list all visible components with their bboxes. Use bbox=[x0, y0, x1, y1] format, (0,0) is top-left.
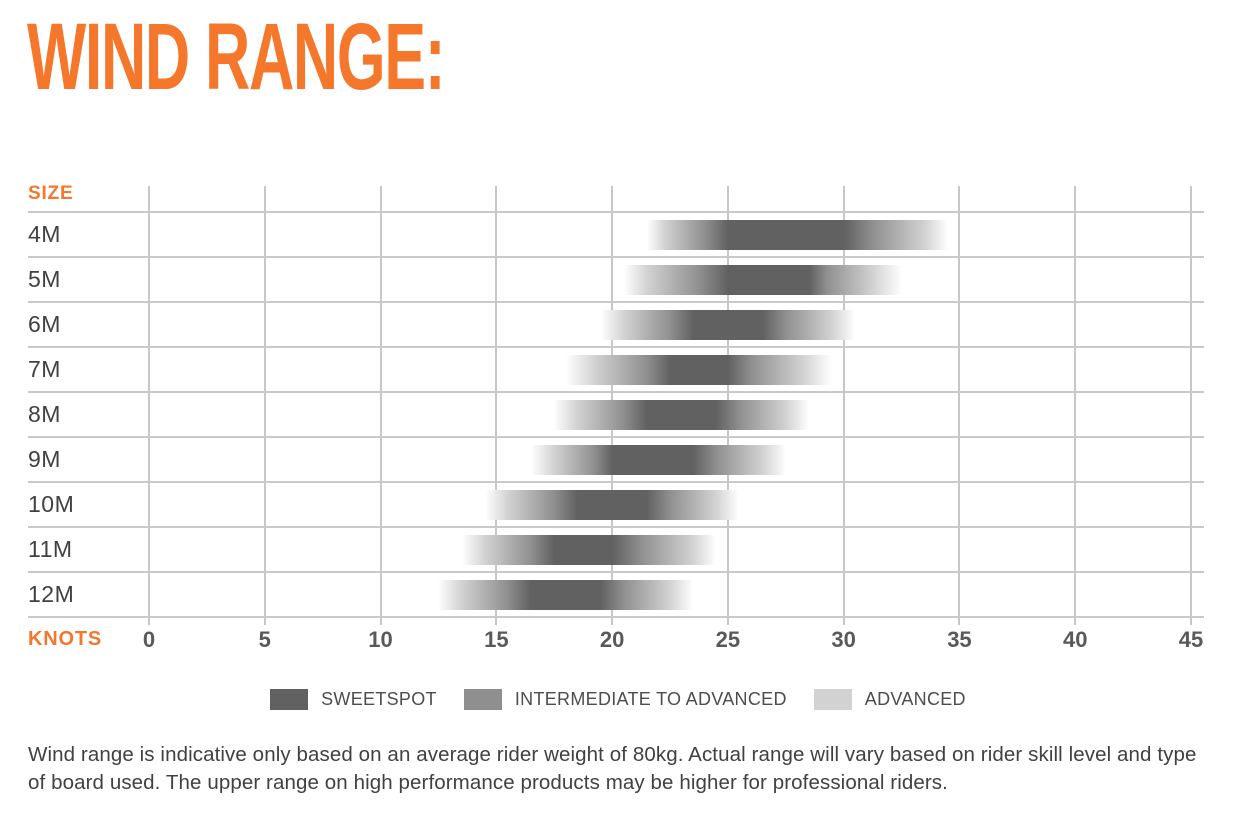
gridline-horizontal bbox=[28, 526, 1204, 528]
disclaimer-text: Wind range is indicative only based on a… bbox=[28, 743, 1197, 794]
x-tick-label-25: 25 bbox=[715, 627, 741, 652]
chart-legend: SWEETSPOT INTERMEDIATE TO ADVANCED ADVANCE… bbox=[0, 689, 1236, 710]
legend-label: INTERMEDIATE TO ADVANCED bbox=[514, 689, 787, 709]
x-tick-label-40: 40 bbox=[1062, 627, 1088, 652]
row-label-10m: 10M bbox=[28, 491, 75, 517]
gridline-horizontal bbox=[28, 391, 1204, 393]
wind-range-bar-6m bbox=[600, 310, 856, 340]
gridline-horizontal bbox=[28, 436, 1204, 438]
gridline-horizontal bbox=[28, 481, 1204, 483]
gridline-vertical bbox=[495, 186, 498, 625]
wind-range-bar-12m bbox=[438, 580, 694, 610]
wind-range-bar-9m bbox=[531, 445, 786, 475]
x-tick-label-10: 10 bbox=[368, 627, 393, 652]
wind-range-bar-4m bbox=[646, 220, 948, 250]
wind-range-bar-10m bbox=[484, 490, 740, 520]
page-title: WIND RANGE: bbox=[27, 4, 446, 110]
x-axis-title: KNOTS bbox=[28, 628, 102, 650]
gridline-vertical bbox=[1190, 186, 1192, 625]
x-tick-label-5: 5 bbox=[258, 627, 271, 652]
x-tick-label-15: 15 bbox=[484, 627, 509, 652]
gridline-horizontal bbox=[28, 256, 1204, 258]
row-label-4m: 4M bbox=[28, 221, 61, 247]
wind-range-bar-11m bbox=[461, 535, 717, 565]
gridline-vertical bbox=[842, 186, 845, 625]
wind-range-bar-5m bbox=[623, 265, 902, 295]
x-tick-label-30: 30 bbox=[831, 627, 856, 652]
y-axis-title: SIZE bbox=[28, 183, 74, 204]
legend-item: SWEETSPOT bbox=[270, 689, 437, 710]
gridline-vertical bbox=[148, 186, 150, 625]
x-tick-label-35: 35 bbox=[947, 627, 972, 652]
gridline-horizontal bbox=[28, 346, 1204, 348]
gridline-vertical bbox=[958, 186, 961, 625]
legend-label: SWEETSPOT bbox=[321, 689, 437, 709]
row-label-9m: 9M bbox=[28, 446, 61, 472]
x-tick-label-20: 20 bbox=[599, 627, 625, 652]
gridline-vertical bbox=[379, 186, 382, 625]
gridline-horizontal bbox=[28, 301, 1204, 303]
row-label-11m: 11M bbox=[28, 536, 73, 562]
legend-swatch bbox=[813, 689, 852, 710]
legend-label: ADVANCED bbox=[864, 689, 966, 709]
gridline-horizontal bbox=[28, 616, 1204, 618]
legend-item: ADVANCED bbox=[813, 689, 966, 710]
x-tick-label-0: 0 bbox=[142, 627, 156, 652]
wind-range-bar-8m bbox=[554, 400, 809, 430]
row-label-5m: 5M bbox=[28, 266, 61, 292]
legend-item: INTERMEDIATE TO ADVANCED bbox=[463, 689, 787, 710]
legend-swatch bbox=[270, 689, 309, 710]
gridline-horizontal bbox=[28, 211, 1204, 213]
gridline-horizontal bbox=[28, 571, 1204, 573]
row-label-8m: 8M bbox=[28, 401, 61, 427]
legend-swatch bbox=[463, 689, 502, 710]
gridline-vertical bbox=[263, 186, 266, 625]
row-label-12m: 12M bbox=[28, 581, 75, 607]
row-label-7m: 7M bbox=[28, 356, 61, 382]
wind-range-bar-7m bbox=[565, 355, 833, 385]
x-tick-label-45: 45 bbox=[1178, 627, 1204, 652]
row-label-6m: 6M bbox=[28, 311, 61, 337]
gridline-vertical bbox=[1074, 186, 1077, 625]
